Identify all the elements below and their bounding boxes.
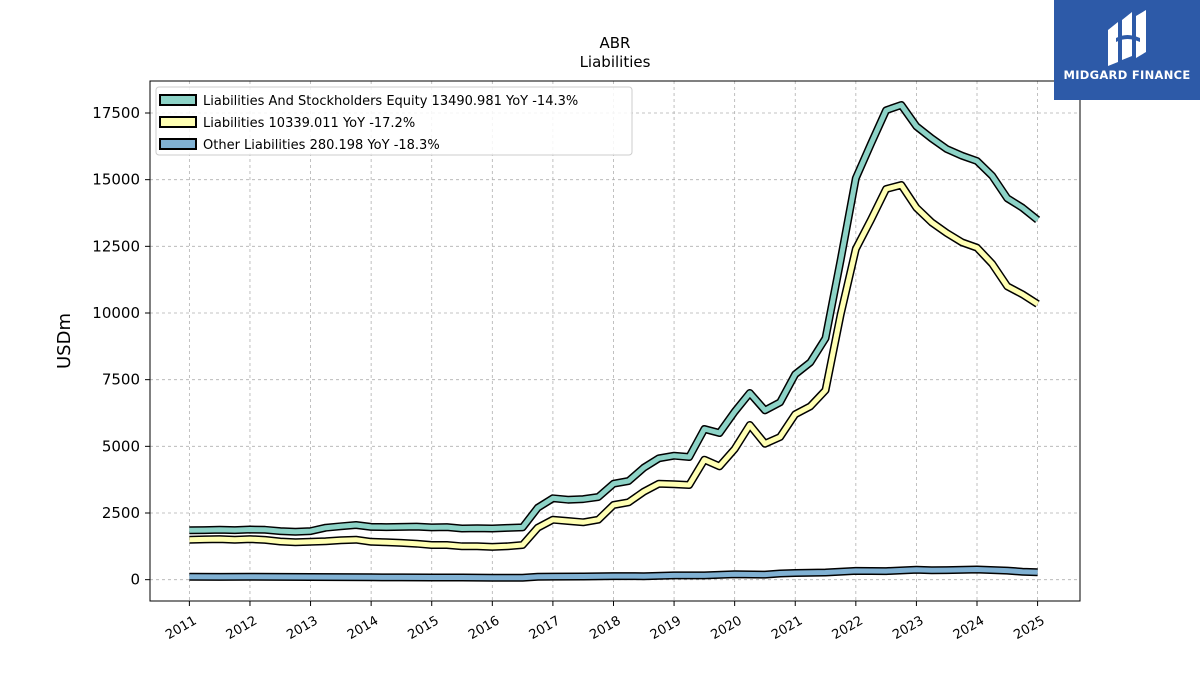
legend-swatch <box>159 138 197 150</box>
x-tick-label: 2022 <box>830 613 866 643</box>
legend-entry: Other Liabilities 280.198 YoY -18.3% <box>203 138 440 153</box>
x-tick-label: 2012 <box>224 613 260 643</box>
logo-text: MIDGARD FINANCE <box>1063 68 1191 82</box>
y-tick-label: 12500 <box>92 237 140 255</box>
x-tick-label: 2023 <box>890 613 926 643</box>
series-line <box>189 102 1040 535</box>
legend-entry: Liabilities 10339.011 YoY -17.2% <box>203 116 415 131</box>
x-tick-label: 2013 <box>284 613 320 643</box>
legend-swatch <box>159 94 197 106</box>
grid-lines <box>150 81 1080 601</box>
series-line <box>189 567 1038 581</box>
series-layer <box>189 101 1041 582</box>
x-axis: 2011 2012 2013 2014 2015 2016 2017 2018 2019 2020… <box>163 601 1048 643</box>
legend: Liabilities And Stockholders Equity 1349… <box>155 86 633 156</box>
legend-box <box>155 86 633 156</box>
y-axis: 0 2500 5000 7500 10000 12500 15000 17500 <box>92 104 150 589</box>
x-tick-label: 2025 <box>1011 613 1047 643</box>
plot-frame <box>149 80 1081 602</box>
y-tick-label: 15000 <box>92 171 140 189</box>
y-tick-label: 10000 <box>92 304 140 322</box>
x-tick-label: 2020 <box>708 613 744 643</box>
x-tick-label: 2014 <box>345 613 381 643</box>
y-tick-label: 0 <box>130 571 140 589</box>
x-tick-label: 2019 <box>648 613 684 643</box>
chart-subtitle: Liabilities <box>580 53 651 71</box>
x-tick-label: 2015 <box>406 613 442 643</box>
x-tick-label: 2024 <box>951 613 987 643</box>
legend-entry: Liabilities And Stockholders Equity 1349… <box>203 94 578 109</box>
y-tick-label: 2500 <box>102 504 140 522</box>
x-tick-label: 2016 <box>466 613 502 643</box>
y-tick-label: 5000 <box>102 437 140 455</box>
y-tick-label: 17500 <box>92 104 140 122</box>
y-tick-label: 7500 <box>102 371 140 389</box>
x-tick-label: 2011 <box>163 613 199 643</box>
brand-logo: MIDGARD FINANCE <box>1054 0 1200 100</box>
x-tick-label: 2017 <box>527 613 563 643</box>
chart-title: ABR <box>600 34 631 52</box>
y-axis-label: USDm <box>54 313 75 369</box>
legend-swatch <box>159 116 197 128</box>
midgard-logo-icon <box>1108 10 1146 66</box>
x-tick-label: 2018 <box>587 613 623 643</box>
x-tick-label: 2021 <box>769 613 805 643</box>
series-line <box>189 182 1039 550</box>
